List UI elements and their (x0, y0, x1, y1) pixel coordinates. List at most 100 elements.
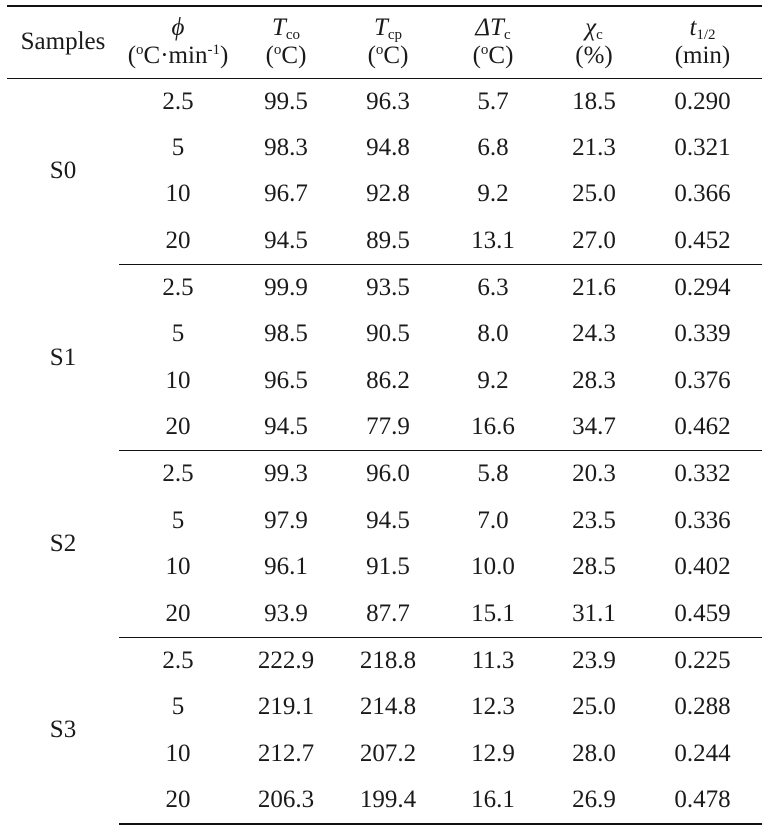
table-cell: 15.1 (441, 590, 545, 638)
table-cell: 21.3 (572, 133, 616, 161)
table-cell: 2.5 (162, 87, 194, 115)
table-row: 5 98.3 94.8 6.8 21.3 0.321 (7, 125, 762, 172)
data-table: Samples ϕ (oC·min-1) Tco (oC) Tcp (oC) Δ… (7, 5, 762, 825)
table-cell: 94.5 (237, 404, 335, 452)
table-row: S1 2.5 99.9 93.5 6.3 21.6 0.294 (7, 264, 762, 371)
sample-label: S3 (49, 716, 77, 744)
table-row: 20 94.5 77.9 16.6 34.7 0.462 (7, 404, 762, 452)
table-cell: 5 (171, 133, 185, 161)
table-cell: 0.339 (674, 320, 731, 348)
table-body: S0 2.5 99.5 96.3 5.7 18.5 0.290 5 98.3 94.8 6.8 21.… (7, 78, 762, 825)
header-tco: Tco (oC) (237, 5, 335, 79)
sample-label: S0 (49, 157, 77, 185)
table-row: S2 2.5 99.3 96.0 5.8 20.3 0.332 (7, 451, 762, 557)
table-cell: 98.3 (264, 133, 308, 161)
table-cell: 0.225 (674, 646, 731, 674)
table-cell: 207.2 (359, 739, 417, 767)
table-cell: 0.321 (674, 133, 731, 161)
table-cell: 10 (165, 553, 191, 581)
table-cell: 6.8 (477, 133, 509, 161)
table-cell: 0.332 (674, 460, 731, 488)
table-cell: 99.3 (264, 460, 308, 488)
table-cell: 31.1 (545, 590, 643, 638)
table-cell: 0.336 (674, 506, 731, 534)
table-cell: 0.244 (674, 739, 731, 767)
table-cell: 16.1 (441, 776, 545, 825)
table-cell: 93.5 (366, 273, 410, 301)
table-cell: 12.3 (471, 693, 515, 721)
table-cell: 20 (119, 776, 237, 825)
table-cell: 0.462 (643, 404, 762, 452)
table-cell: 34.7 (545, 404, 643, 452)
table-cell: 94.5 (366, 506, 410, 534)
table-row: 10 212.7 207.2 12.9 28.0 0.244 (7, 730, 762, 777)
table-row: 5 98.5 90.5 8.0 24.3 0.339 (7, 311, 762, 358)
table-cell: 23.9 (572, 646, 616, 674)
table-cell: 7.0 (477, 506, 509, 534)
table-cell: 10 (165, 739, 191, 767)
table-header: Samples ϕ (oC·min-1) Tco (oC) Tcp (oC) Δ… (7, 5, 762, 79)
table-cell: 199.4 (335, 776, 441, 825)
table-cell: 5 (171, 320, 185, 348)
table-cell: 5 (171, 693, 185, 721)
table-row: 5 97.9 94.5 7.0 23.5 0.336 (7, 497, 762, 544)
table-cell: 28.3 (572, 366, 616, 394)
table-cell: 90.5 (366, 320, 410, 348)
table-row: 10 96.7 92.8 9.2 25.0 0.366 (7, 171, 762, 218)
table-cell: 10.0 (471, 553, 515, 581)
table-cell: 23.5 (572, 506, 616, 534)
table-cell: 87.7 (335, 590, 441, 638)
table-cell: 222.9 (257, 646, 315, 674)
table-cell: 20.3 (572, 460, 616, 488)
header-crystallinity: χc (%) (545, 5, 643, 79)
table-cell: 96.3 (366, 87, 410, 115)
table-cell: 24.3 (572, 320, 616, 348)
table-cell: 89.5 (335, 217, 441, 265)
table-cell: 96.1 (264, 553, 308, 581)
header-heating-rate: ϕ (oC·min-1) (119, 5, 237, 79)
table-cell: 2.5 (162, 460, 194, 488)
table-row: 20 206.3 199.4 16.1 26.9 0.478 (7, 776, 762, 825)
table-cell: 20 (119, 590, 237, 638)
sample-label: S2 (49, 529, 77, 557)
table-cell: 94.5 (237, 217, 335, 265)
table-cell: 0.288 (674, 693, 731, 721)
table-cell: 91.5 (366, 553, 410, 581)
table-cell: 93.9 (237, 590, 335, 638)
table-cell: 214.8 (359, 693, 417, 721)
table-cell: 0.459 (643, 590, 762, 638)
table-cell: 21.6 (572, 273, 616, 301)
table-cell: 18.5 (572, 87, 616, 115)
table-cell: 0.290 (674, 87, 731, 115)
table-cell: 11.3 (471, 646, 515, 674)
table-row: 20 93.9 87.7 15.1 31.1 0.459 (7, 590, 762, 638)
table-row: S0 2.5 99.5 96.3 5.7 18.5 0.290 (7, 78, 762, 185)
table-cell: 5 (171, 506, 185, 534)
table-cell: 13.1 (441, 217, 545, 265)
table-cell: 99.5 (264, 87, 308, 115)
header-half-time: t1/2 (min) (643, 5, 762, 79)
table-row: 10 96.1 91.5 10.0 28.5 0.402 (7, 544, 762, 591)
table-cell: 20 (119, 404, 237, 452)
table-cell: 96.7 (264, 180, 308, 208)
table-cell: 20 (119, 217, 237, 265)
table-cell: 10 (165, 180, 191, 208)
table-cell: 2.5 (162, 646, 194, 674)
table-cell: 86.2 (366, 366, 410, 394)
table-cell: 28.5 (572, 553, 616, 581)
table-cell: 25.0 (572, 693, 616, 721)
table-row: 5 219.1 214.8 12.3 25.0 0.288 (7, 684, 762, 731)
header-tcp: Tcp (oC) (335, 5, 441, 79)
table-cell: 27.0 (545, 217, 643, 265)
table-cell: 0.478 (643, 776, 762, 825)
table-cell: 12.9 (471, 739, 515, 767)
table-cell: 6.3 (477, 273, 509, 301)
header-delta-tc: ΔTc (oC) (441, 5, 545, 79)
table-cell: 206.3 (237, 776, 335, 825)
table-cell: 0.452 (643, 217, 762, 265)
table-cell: 98.5 (264, 320, 308, 348)
table-cell: 8.0 (477, 320, 509, 348)
sample-label: S1 (49, 343, 77, 371)
table-cell: 212.7 (257, 739, 315, 767)
table-cell: 0.402 (674, 553, 731, 581)
